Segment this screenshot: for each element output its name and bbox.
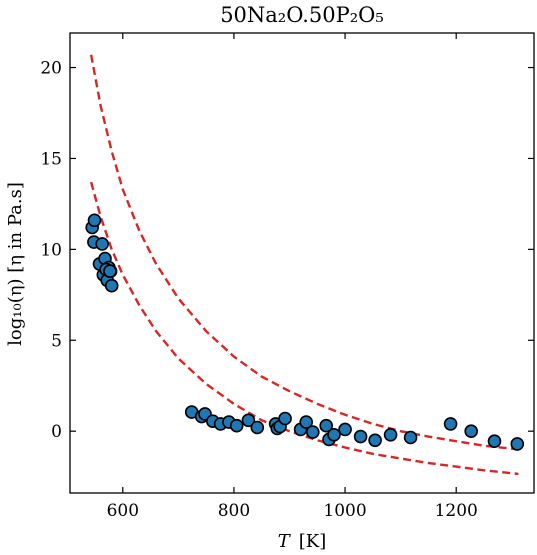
y-tick-label: 5: [51, 331, 62, 351]
data-point: [383, 427, 398, 442]
data-point: [353, 429, 368, 444]
data-point: [487, 434, 502, 449]
data-point: [87, 213, 102, 228]
x-tick-label: 800: [218, 501, 250, 521]
plot-area: [89, 54, 519, 476]
data-point: [305, 425, 320, 439]
y-tick-label: 10: [40, 240, 62, 260]
plot-frame: [69, 32, 535, 494]
data-point: [443, 417, 458, 431]
data-point: [229, 418, 244, 433]
x-tick-label: 1200: [435, 501, 478, 521]
data-point: [327, 427, 341, 442]
chart-title: 50Na₂O.50P₂O₅: [220, 3, 384, 27]
data-point: [338, 422, 352, 437]
x-tick-label: 600: [107, 501, 139, 521]
x-axis-label: T [K]: [278, 531, 327, 552]
y-tick-label: 20: [40, 59, 62, 79]
data-point: [95, 237, 109, 251]
data-point: [241, 413, 256, 428]
data-point: [104, 278, 119, 293]
y-tick-label: 0: [51, 422, 62, 442]
fit-curve-2: [89, 181, 519, 476]
y-axis-label: log₁₀(η) [η in Pa.s]: [5, 182, 26, 346]
fit-curve-1: [89, 54, 519, 451]
data-point: [299, 415, 314, 429]
x-tick-label: 1000: [323, 501, 366, 521]
data-point: [403, 430, 418, 445]
data-point: [103, 264, 117, 279]
data-point: [368, 433, 382, 448]
x-axis-variable: T: [278, 531, 292, 552]
axes: 600 800 1000 1200 0 5 10 15 20: [40, 32, 535, 521]
x-axis-unit: [K]: [299, 531, 327, 552]
data-points: [85, 213, 525, 451]
data-point: [250, 420, 265, 435]
data-point: [464, 424, 479, 439]
data-point: [510, 437, 525, 451]
data-point: [278, 411, 292, 426]
y-tick-label: 15: [40, 149, 62, 169]
data-point: [319, 418, 334, 433]
